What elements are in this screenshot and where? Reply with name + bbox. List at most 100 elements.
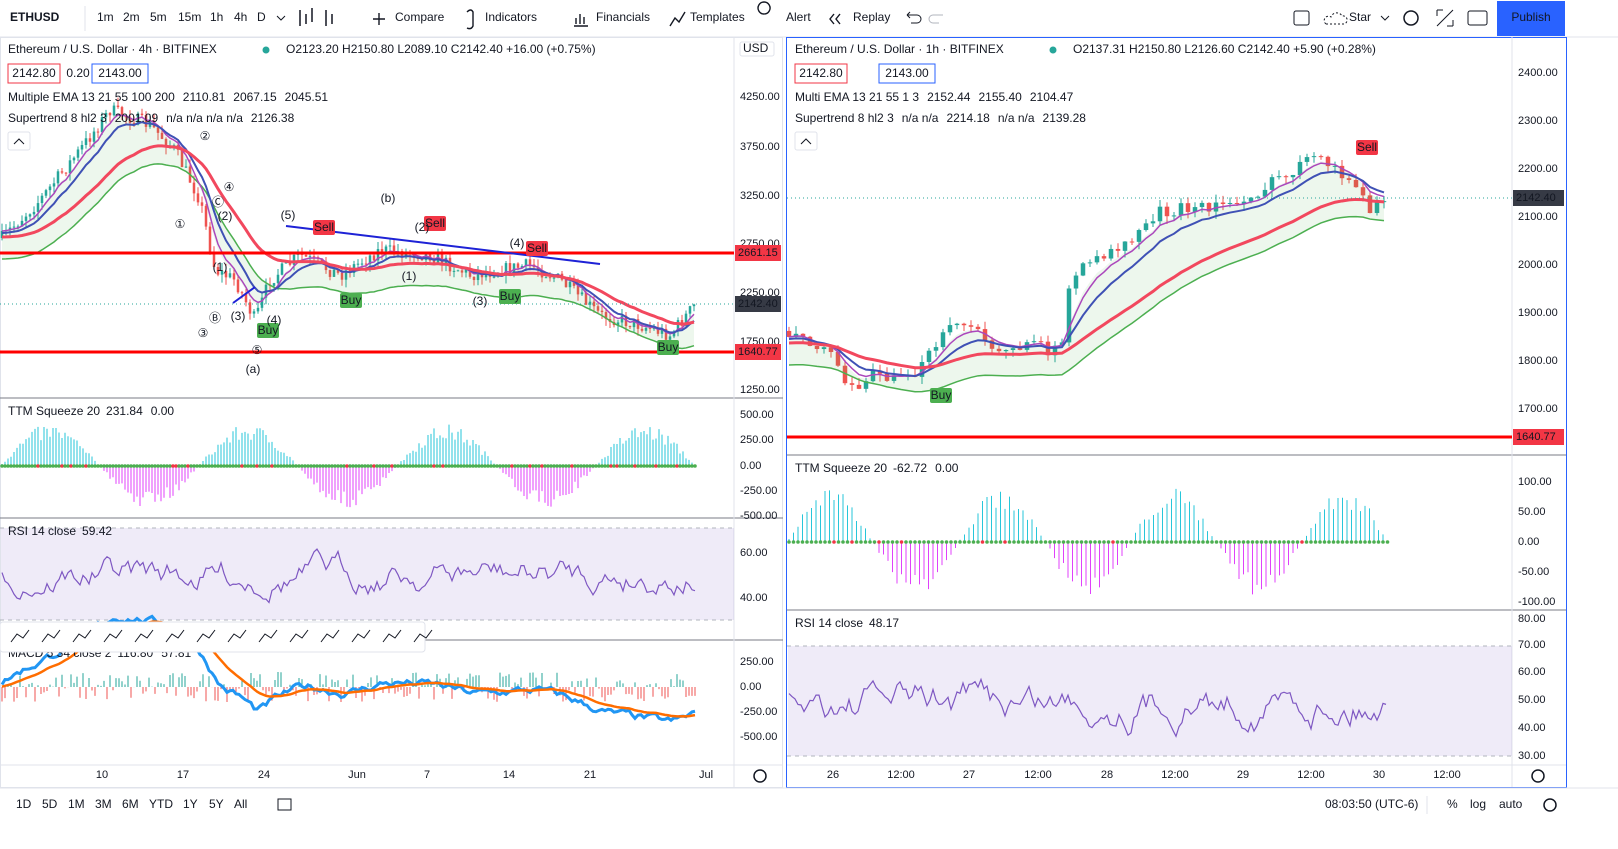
collapse-button[interactable]: [7, 131, 31, 151]
settings-icon[interactable]: [1403, 10, 1419, 26]
range-button[interactable]: 6M: [122, 797, 139, 811]
drawing-tool-icon[interactable]: [382, 629, 402, 643]
drawing-tool-icon[interactable]: [258, 629, 278, 643]
redo-icon[interactable]: [928, 14, 943, 24]
ema-line: [788, 197, 1385, 370]
candle-body: [516, 263, 520, 268]
squeeze-dot: [998, 540, 1003, 544]
interval[interactable]: 15m: [178, 10, 201, 24]
candle-body: [1297, 161, 1303, 175]
cloud-icon[interactable]: [1323, 12, 1348, 25]
range-button[interactable]: All: [234, 797, 247, 811]
action-icon[interactable]: [829, 13, 841, 25]
goto-date-icon[interactable]: [277, 798, 292, 811]
drawing-tool-icon[interactable]: [289, 629, 309, 643]
study-value: 2110.81: [183, 90, 226, 104]
toolbar-action[interactable]: Replay: [853, 10, 890, 24]
wave-label: (1): [213, 260, 228, 274]
drawing-tool-icon[interactable]: [196, 629, 216, 643]
squeeze-dot: [832, 540, 836, 544]
wave-label: Ⓒ: [212, 195, 224, 209]
layout-icon[interactable]: [1293, 10, 1310, 26]
candle-body: [576, 285, 580, 295]
candle-body: [332, 269, 336, 277]
range-button[interactable]: YTD: [149, 797, 173, 811]
range-button[interactable]: 1D: [16, 797, 32, 811]
squeeze-dot: [177, 464, 181, 468]
oscillator-axis-label: 80.00: [1518, 613, 1546, 625]
collapse-icon[interactable]: [800, 138, 812, 145]
action-icon[interactable]: [574, 14, 588, 27]
interval[interactable]: 4h: [234, 10, 247, 24]
dropdown-icon[interactable]: [1380, 15, 1390, 21]
time-axis-label: 28: [1101, 769, 1113, 781]
candle-body: [328, 270, 332, 277]
drawing-tool-icon[interactable]: [165, 629, 185, 643]
drawing-tool-icon[interactable]: [41, 629, 61, 643]
squeeze-dot: [15, 464, 19, 468]
candle-body: [1122, 241, 1128, 251]
drawing-tool-icon[interactable]: [10, 629, 30, 643]
action-icon[interactable]: [373, 13, 385, 25]
dropdown-icon[interactable]: [276, 15, 286, 21]
toolbar-action[interactable]: Templates: [690, 10, 745, 24]
candle-body: [392, 245, 396, 254]
toolbar-action[interactable]: Indicators: [485, 10, 537, 24]
squeeze-dot: [1313, 540, 1318, 544]
star-button[interactable]: Star: [1349, 10, 1371, 24]
camera-icon[interactable]: [1467, 10, 1488, 26]
range-button[interactable]: 1Y: [183, 797, 198, 811]
candle-body: [1290, 174, 1296, 178]
interval[interactable]: D: [257, 10, 266, 24]
currency-box[interactable]: [739, 41, 775, 57]
publish-label[interactable]: Publish: [1511, 10, 1550, 24]
squeeze-dot: [327, 464, 331, 468]
drawing-tool-icon[interactable]: [103, 629, 123, 643]
range-button[interactable]: 5Y: [209, 797, 224, 811]
axis-settings[interactable]: [753, 769, 767, 783]
percent-toggle[interactable]: %: [1447, 797, 1458, 811]
undo-icon[interactable]: [906, 11, 922, 24]
candle-body: [344, 270, 348, 280]
squeeze-dot: [486, 464, 490, 468]
auto-toggle[interactable]: auto: [1499, 797, 1523, 811]
candle-body: [1241, 201, 1247, 204]
action-icon[interactable]: [757, 1, 771, 15]
symbol[interactable]: ETHUSD: [10, 10, 60, 24]
log-toggle[interactable]: log: [1470, 797, 1486, 811]
publish-button[interactable]: [1497, 1, 1565, 36]
currency[interactable]: USD: [743, 41, 769, 55]
collapse-icon[interactable]: [13, 138, 25, 145]
range-button[interactable]: 1M: [68, 797, 85, 811]
interval[interactable]: 1h: [210, 10, 223, 24]
squeeze-dot: [366, 464, 370, 468]
study-value: n/a n/a n/a n/a: [166, 111, 243, 125]
candle-body: [1164, 206, 1170, 217]
candle-body: [72, 157, 76, 161]
interval[interactable]: 1m: [97, 10, 114, 24]
toolbar-action[interactable]: Alert: [786, 10, 811, 24]
price-axis-label: 4250.00: [740, 91, 780, 103]
drawing-tool-icon[interactable]: [413, 629, 433, 643]
action-icon[interactable]: [466, 9, 474, 30]
squeeze-dot: [495, 464, 499, 468]
drawing-tool-icon[interactable]: [351, 629, 371, 643]
drawing-tool-icon[interactable]: [227, 629, 247, 643]
collapse-button[interactable]: [794, 131, 818, 151]
range-button[interactable]: 5D: [42, 797, 58, 811]
range-button[interactable]: 3M: [95, 797, 112, 811]
drawing-tool-icon[interactable]: [320, 629, 340, 643]
drawing-tool-icon[interactable]: [134, 629, 154, 643]
oscillator-axis-label: -500.00: [740, 510, 777, 522]
chart-type-icon[interactable]: [299, 8, 333, 26]
action-icon[interactable]: [669, 11, 686, 27]
candle-body: [60, 171, 64, 173]
settings-icon[interactable]: [1543, 798, 1557, 812]
fullscreen-icon[interactable]: [1436, 9, 1454, 27]
interval[interactable]: 2m: [123, 10, 140, 24]
axis-settings[interactable]: [1531, 769, 1545, 783]
drawing-tool-icon[interactable]: [72, 629, 92, 643]
toolbar-action[interactable]: Financials: [596, 10, 650, 24]
interval[interactable]: 5m: [150, 10, 167, 24]
toolbar-action[interactable]: Compare: [395, 10, 445, 24]
